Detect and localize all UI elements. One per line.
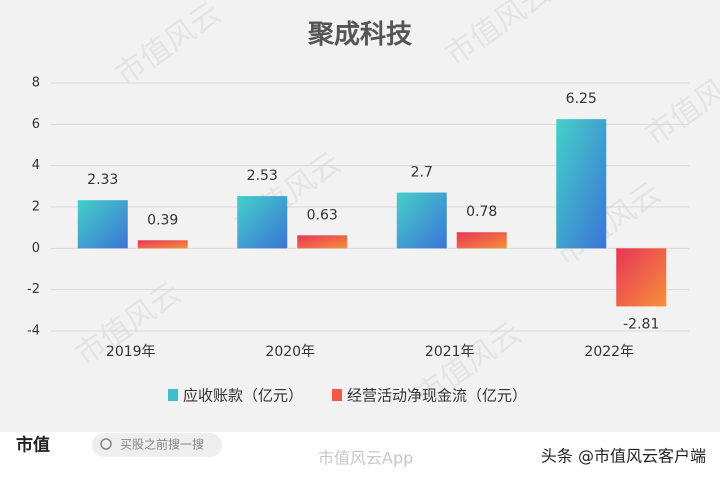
search-text[interactable]: 买股之前搜一搜 (120, 437, 204, 452)
value-label: 2.7 (411, 165, 433, 181)
value-label: 0.63 (307, 207, 338, 223)
search-box[interactable] (92, 433, 222, 457)
value-label: 2.53 (247, 168, 278, 184)
y-tick-label: -2 (27, 282, 40, 297)
legend-label: 经营活动净现金流（亿元） (347, 387, 527, 405)
chart-title: 聚成科技 (307, 20, 412, 50)
x-tick-label: 2021年 (425, 344, 475, 360)
y-tick-label: 0 (32, 241, 40, 256)
value-label: 6.25 (566, 91, 597, 107)
search-icon (100, 438, 112, 450)
legend-swatch (168, 389, 178, 401)
bar (456, 232, 507, 249)
footer-source: 头条 @市值风云客户端 (541, 447, 706, 466)
bar (616, 248, 667, 307)
x-tick-label: 2022年 (584, 344, 634, 360)
footer-app: 市值风云App (318, 449, 413, 468)
bar (137, 240, 188, 249)
y-tick-label: 6 (32, 117, 40, 132)
value-label: -2.81 (623, 316, 659, 332)
bar (297, 235, 348, 249)
value-label: 0.39 (147, 212, 178, 228)
bar (396, 192, 447, 249)
bar (237, 196, 288, 249)
x-tick-label: 2019年 (106, 344, 156, 360)
value-label: 0.78 (466, 204, 497, 220)
y-tick-label: 4 (32, 158, 40, 173)
footer-logo: 市值 (16, 435, 50, 456)
y-tick-label: 8 (32, 76, 40, 91)
legend-label: 应收账款（亿元） (183, 387, 303, 405)
y-tick-label: -4 (27, 324, 40, 339)
x-tick-label: 2020年 (265, 344, 315, 360)
value-label: 2.33 (87, 172, 118, 188)
bar (556, 119, 607, 249)
bar (77, 200, 128, 249)
legend-swatch (332, 389, 342, 401)
y-tick-label: 2 (32, 200, 40, 215)
